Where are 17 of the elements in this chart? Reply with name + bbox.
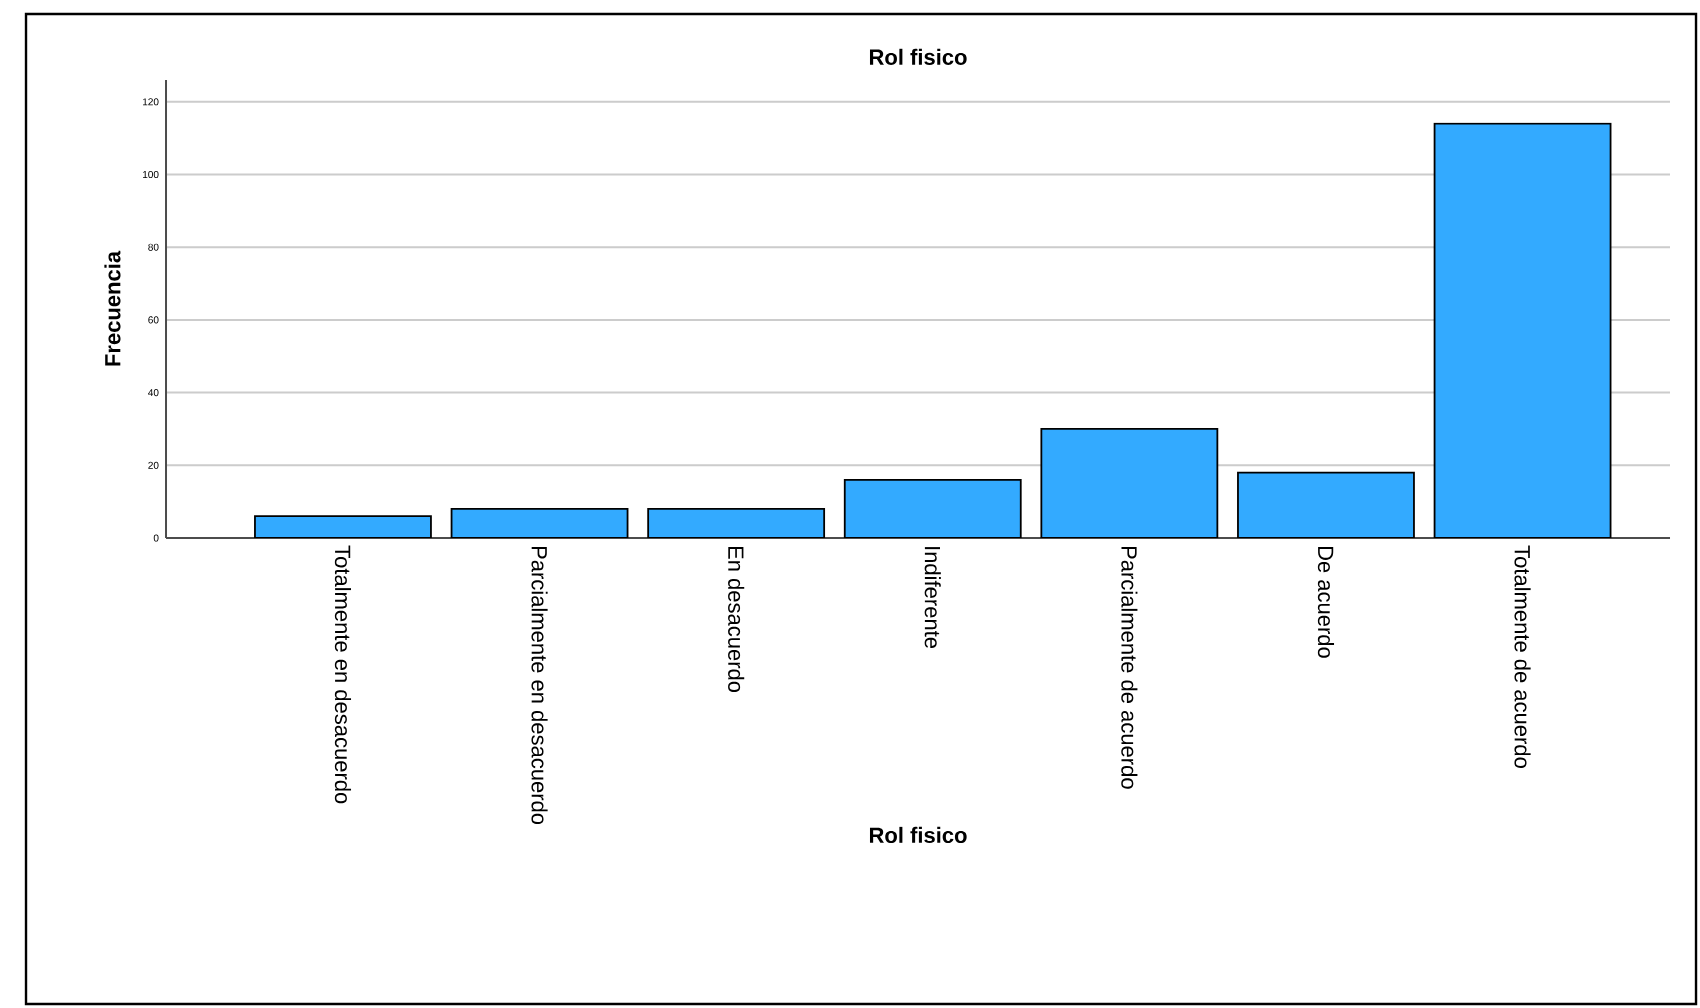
y-axis-title: Frecuencia [104, 250, 121, 366]
x-tick-label: De acuerdo [1317, 546, 1335, 658]
bar [843, 478, 1022, 538]
bar [450, 508, 629, 538]
x-axis-title: Rol fisico [869, 826, 967, 844]
bar [1433, 122, 1612, 538]
x-tick-label: Parcialmente en desacuerdo [531, 546, 548, 825]
bar [1040, 428, 1219, 538]
x-tick-label: Totalmente en desacuerdo [334, 545, 352, 804]
bar [1237, 471, 1415, 538]
chart-title: Rol fisico [869, 48, 967, 65]
x-tick-label: Totalmente de acuerdo [1514, 545, 1531, 768]
bar [647, 508, 826, 538]
x-tick-label: En desacuerdo [728, 546, 745, 693]
bar [254, 515, 432, 538]
x-tick-label: Parcialmente de acuerdo [1121, 546, 1138, 789]
x-tick-label: Indiferente [924, 547, 941, 649]
